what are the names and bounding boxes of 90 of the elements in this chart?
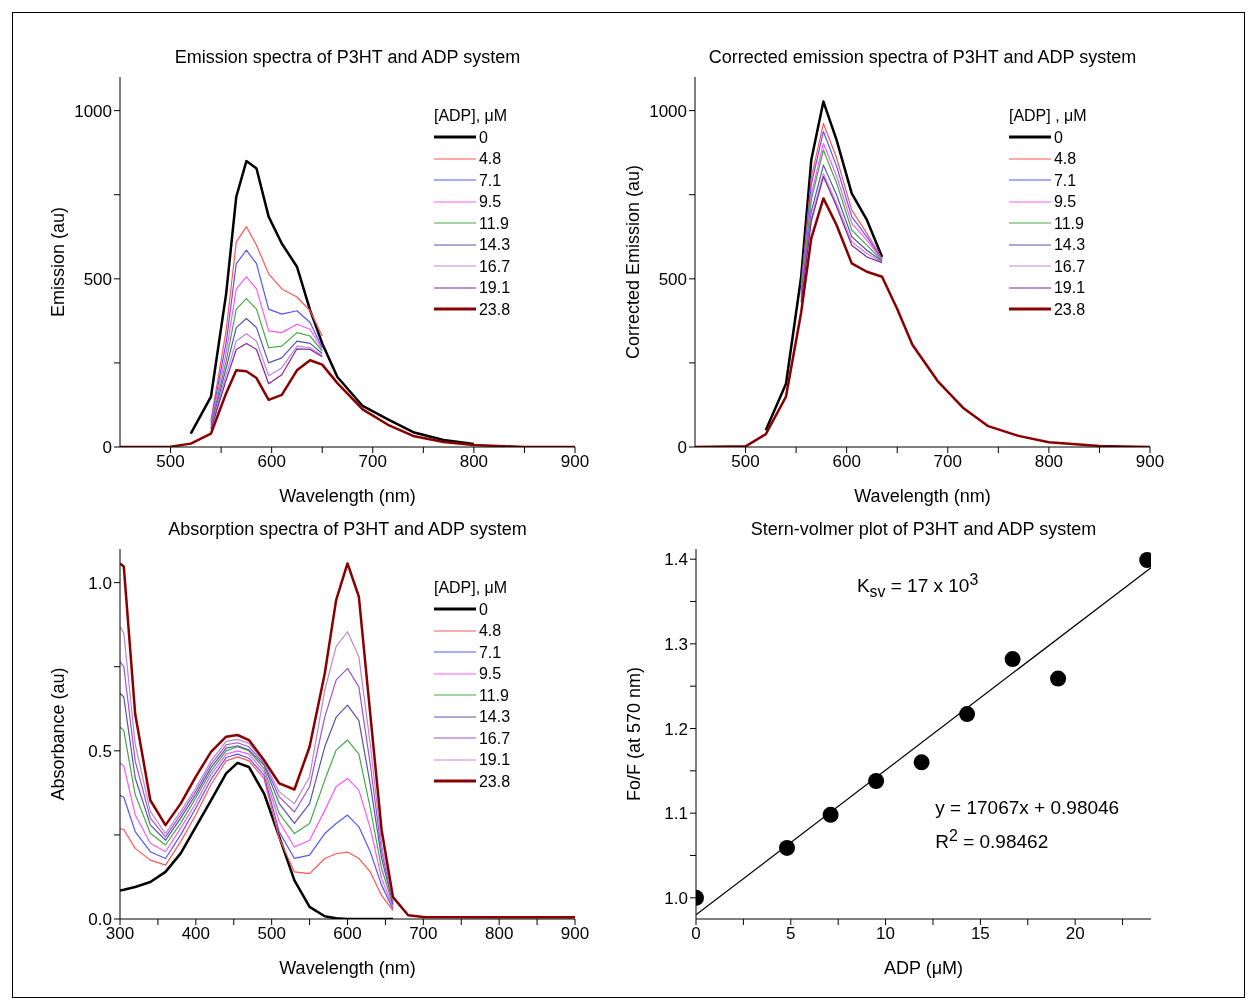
- annotation: y = 17067x + 0.98046: [935, 796, 1120, 819]
- x-axis-title: Wavelength (nm): [279, 958, 416, 978]
- y-axis-title: Corrected Emission (au): [623, 164, 644, 360]
- legend-label: 0: [1053, 127, 1063, 148]
- point: [959, 706, 976, 723]
- legend-label: 7.1: [478, 642, 502, 663]
- annotation: K$_{sv}$ = 17 x 10$^{3}$: [856, 571, 979, 602]
- legend-label: 23.8: [478, 771, 511, 792]
- legend-label: 16.7: [1053, 256, 1086, 277]
- legend-label: 19.1: [478, 278, 511, 298]
- x-tick-label: 900: [560, 452, 590, 472]
- y-tick-label: 1.1: [664, 804, 688, 824]
- x-tick-label: 5: [786, 924, 796, 944]
- y-tick-label: 0: [102, 438, 112, 458]
- y-axis-title: Fo/F (at 570 nm): [624, 666, 645, 802]
- legend-title: [ADP], μM: [433, 578, 509, 598]
- line-series: [210, 298, 323, 426]
- chart-title: Stern-volmer plot of P3HT and ADP system: [749, 519, 1098, 540]
- point: [822, 806, 839, 823]
- legend-label: 9.5: [478, 664, 502, 684]
- legend-label: 7.1: [1053, 170, 1077, 191]
- y-axis-title: Absorbance (au): [48, 667, 69, 801]
- y-tick-label: 500: [83, 269, 112, 289]
- legend-title: [ADP], μM: [433, 106, 509, 126]
- x-tick-label: 700: [933, 452, 962, 472]
- point: [1004, 651, 1021, 668]
- legend-label: 14.3: [478, 235, 511, 255]
- y-axis-title: Emission (au): [48, 206, 69, 318]
- y-tick-label: 0.5: [88, 741, 112, 761]
- x-tick-label: 800: [459, 452, 489, 472]
- annotation: R$^{2}$ = 0.98462: [935, 826, 1049, 853]
- y-tick-label: 1000: [74, 101, 112, 121]
- legend-label: 19.1: [1053, 278, 1086, 298]
- y-tick-label: 1.0: [88, 573, 112, 593]
- y-tick-label: 500: [658, 269, 687, 289]
- legend-label: 23.8: [478, 299, 511, 320]
- chart-title: Absorption spectra of P3HT and ADP system: [167, 519, 528, 540]
- x-tick-label: 600: [257, 452, 286, 472]
- legend-label: 14.3: [1053, 235, 1086, 255]
- x-axis-title: Wavelength (nm): [854, 486, 991, 506]
- y-tick-label: 1.0: [664, 888, 688, 908]
- point: [868, 772, 885, 789]
- legend-label: 0: [478, 599, 488, 620]
- line-series: [764, 100, 884, 432]
- legend-label: 11.9: [478, 213, 509, 234]
- line-series: [210, 317, 323, 428]
- x-tick-label: 400: [181, 924, 211, 944]
- point: [1050, 670, 1067, 687]
- x-axis-title: Wavelength (nm): [279, 486, 416, 506]
- y-tick-label: 0: [677, 438, 687, 458]
- legend-label: 19.1: [478, 750, 511, 770]
- legend-label: 0: [478, 127, 488, 148]
- line-series: [189, 159, 476, 446]
- x-tick-label: 500: [156, 452, 185, 472]
- x-tick-label: 10: [876, 924, 896, 944]
- y-tick-label: 1000: [649, 101, 687, 121]
- chart-title: Emission spectra of P3HT and ADP system: [173, 47, 522, 68]
- legend-label: 14.3: [478, 707, 511, 727]
- legend-title: [ADP] , μM: [1008, 106, 1087, 126]
- x-tick-label: 800: [1034, 452, 1064, 472]
- x-tick-label: 600: [333, 924, 362, 944]
- chart-title: Corrected emission spectra of P3HT and ADP system: [707, 47, 1138, 68]
- x-tick-label: 800: [484, 924, 514, 944]
- y-tick-label: 1.4: [664, 550, 688, 570]
- x-tick-label: 500: [731, 452, 760, 472]
- x-tick-label: 500: [257, 924, 286, 944]
- point: [913, 754, 930, 771]
- x-tick-label: 700: [409, 924, 438, 944]
- x-tick-label: 600: [832, 452, 861, 472]
- legend-label: 16.7: [478, 728, 511, 749]
- legend-label: 4.8: [478, 621, 502, 641]
- x-tick-label: 0: [691, 924, 701, 944]
- point: [779, 839, 795, 856]
- y-tick-label: 1.2: [664, 719, 688, 739]
- x-tick-label: 700: [358, 452, 387, 472]
- x-axis-title: ADP (μM): [883, 958, 964, 978]
- legend-label: 4.8: [1053, 149, 1077, 169]
- x-tick-label: 20: [1065, 924, 1085, 944]
- legend-label: 23.8: [1053, 299, 1086, 320]
- legend-label: 4.8: [478, 149, 502, 169]
- y-tick-label: 1.3: [664, 634, 688, 654]
- legend-label: 11.9: [1053, 213, 1084, 234]
- x-tick-label: 900: [560, 924, 590, 944]
- legend-label: 11.9: [478, 685, 509, 706]
- x-tick-label: 900: [1135, 452, 1165, 472]
- legend-label: 7.1: [478, 170, 502, 191]
- legend-label: 16.7: [478, 256, 511, 277]
- legend-label: 9.5: [478, 192, 502, 212]
- x-tick-label: 15: [970, 924, 990, 944]
- legend-label: 9.5: [1053, 192, 1077, 212]
